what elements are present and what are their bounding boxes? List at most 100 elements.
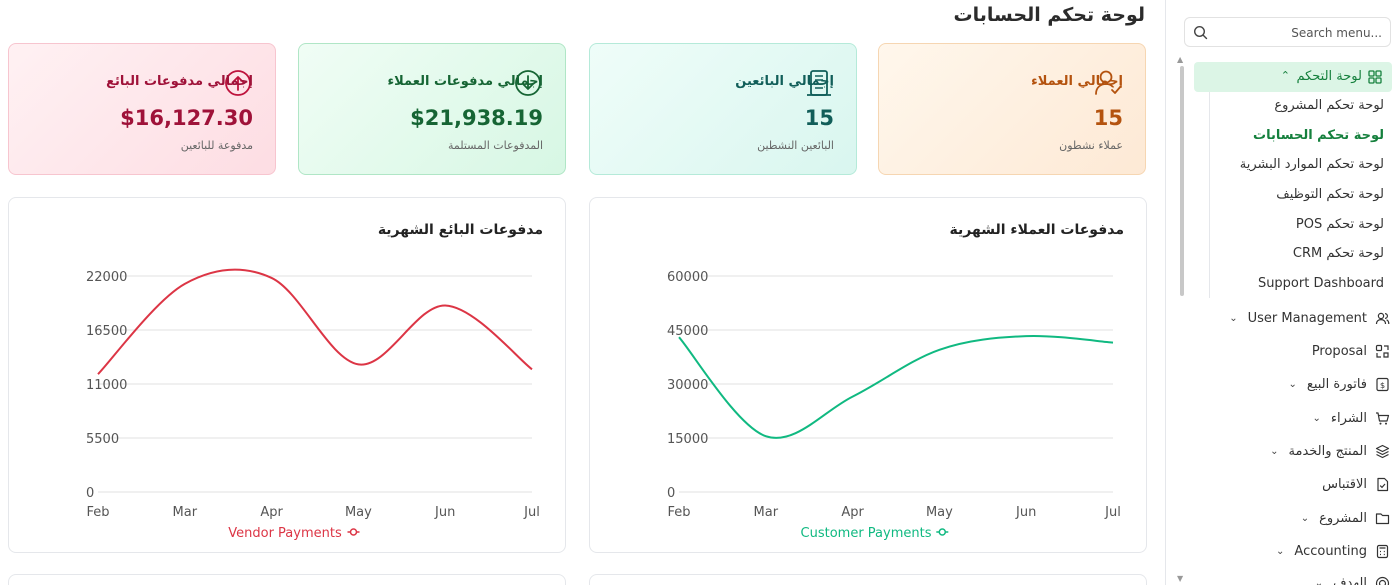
card-value: 15 <box>1093 106 1123 130</box>
sidebar: ▲ ▼ لوحة التحكم ⌃ لوحة تحكم المشروع لوحة… <box>1165 0 1400 585</box>
sidebar-item-label: Accounting <box>1294 543 1367 559</box>
x-tick-label: Mar <box>173 505 198 520</box>
sidebar-item-user-management[interactable]: User Management ⌄ <box>1229 307 1390 329</box>
card-title: إجمالي العملاء <box>1031 74 1123 89</box>
y-tick-label: 15000 <box>667 432 708 447</box>
sidebar-item-purchase[interactable]: الشراء ⌄ <box>1313 407 1390 429</box>
vendor-payments-chart: 0 5500 11000 16500 22000 Feb Mar Apr May Jun Jul Ve… <box>86 268 540 541</box>
y-tick-label: 0 <box>86 486 94 501</box>
card-total-vendor-payments: إجمالي مدفوعات البائع $16,127.30 مدفوعة … <box>8 43 276 175</box>
main-content: لوحة تحكم الحسابات إجمالي العملاء 15 عمل… <box>8 4 1147 585</box>
sidebar-item-goal[interactable]: الهدف ⌄ <box>1315 572 1390 585</box>
card-title: إجمالي مدفوعات العملاء <box>387 74 543 89</box>
cart-icon <box>1376 411 1390 425</box>
series-line <box>97 268 533 375</box>
search-icon <box>1193 25 1208 40</box>
card-total-vendors: إجمالي البائعين 15 البائعين النشطين <box>589 43 857 175</box>
vendor-payments-chart-panel: مدفوعات البائع الشهرية 0 5500 11000 16500 22… <box>8 197 566 553</box>
sidebar-subitem-crm-dashboard[interactable]: لوحة تحكم CRM <box>1292 246 1384 261</box>
sidebar-item-quotation[interactable]: الاقتباس <box>1322 473 1390 495</box>
svg-text:$: $ <box>1380 381 1385 390</box>
sidebar-item-product-service[interactable]: المنتج والخدمة ⌄ <box>1270 440 1390 462</box>
x-tick-label: Apr <box>260 505 283 520</box>
search-input[interactable] <box>1212 23 1382 43</box>
y-tick-label: 0 <box>667 486 675 501</box>
proposal-icon <box>1375 344 1389 358</box>
x-tick-label: Jun <box>1015 505 1036 520</box>
page-title: لوحة تحكم الحسابات <box>953 4 1145 26</box>
y-tick-label: 22000 <box>86 270 127 285</box>
chevron-down-icon: ⌄ <box>1229 312 1238 324</box>
x-tick-label: May <box>926 505 953 520</box>
target-icon <box>1375 576 1390 585</box>
legend-marker-dot <box>349 528 358 536</box>
card-total-customers: إجمالي العملاء 15 عملاء نشطون <box>878 43 1146 175</box>
sidebar-item-dashboard[interactable]: لوحة التحكم ⌃ <box>1194 62 1392 92</box>
scroll-up-arrow[interactable]: ▲ <box>1177 55 1184 64</box>
legend-label[interactable]: Vendor Payments <box>228 526 342 541</box>
legend-label[interactable]: Customer Payments <box>801 526 932 541</box>
sidebar-item-label: فاتورة البيع <box>1306 376 1367 392</box>
y-tick-label: 45000 <box>667 324 708 339</box>
y-tick-label: 16500 <box>86 324 127 339</box>
sidebar-item-label: الشراء <box>1330 410 1367 426</box>
sidebar-scrollbar[interactable] <box>1180 66 1184 296</box>
arrow-up-circle-icon <box>225 70 251 96</box>
y-tick-label: 5500 <box>86 432 119 447</box>
file-check-icon <box>1377 477 1389 491</box>
chevron-down-icon: ⌄ <box>1314 577 1324 585</box>
user-check-icon <box>1095 70 1122 95</box>
card-subtitle: البائعين النشطين <box>757 139 834 152</box>
customer-payments-chart: 0 15000 30000 45000 60000 Feb Mar Apr May Jun Jul C… <box>667 270 1121 541</box>
x-tick-label: May <box>345 505 372 520</box>
folder-icon <box>1375 512 1390 524</box>
chevron-down-icon: ⌄ <box>1312 412 1321 424</box>
x-tick-label: Jun <box>434 505 455 520</box>
chevron-down-icon: ⌄ <box>1300 512 1310 524</box>
card-subtitle: المدفوعات المستلمة <box>447 139 543 152</box>
card-total-customer-payments: إجمالي مدفوعات العملاء $21,938.19 المدفو… <box>298 43 566 175</box>
scroll-down-arrow[interactable]: ▼ <box>1177 574 1184 583</box>
x-tick-label: Jul <box>523 505 540 520</box>
sidebar-subitem-support-dashboard[interactable]: Support Dashboard <box>1257 276 1384 291</box>
sidebar-item-proposal[interactable]: Proposal <box>1312 340 1390 362</box>
chart-title: مدفوعات البائع الشهرية <box>377 222 543 238</box>
sidebar-item-accounting[interactable]: Accounting ⌄ <box>1276 540 1390 562</box>
x-tick-label: Feb <box>86 505 109 520</box>
users-icon <box>1375 312 1390 324</box>
card-title: إجمالي مدفوعات البائع <box>106 74 253 89</box>
layers-icon <box>1375 444 1390 458</box>
y-tick-label: 30000 <box>667 378 708 393</box>
card-value: 15 <box>804 106 834 130</box>
legend-marker-dot <box>938 528 947 536</box>
sidebar-subitem-pos-dashboard[interactable]: لوحة تحكم POS <box>1295 217 1384 232</box>
y-tick-label: 60000 <box>667 270 708 285</box>
y-tick-label: 11000 <box>86 378 127 393</box>
chevron-down-icon: ⌄ <box>1276 545 1285 557</box>
submenu-divider <box>1209 92 1210 298</box>
arrow-down-circle-icon <box>515 70 541 96</box>
chevron-up-icon: ⌃ <box>1280 69 1290 82</box>
calculator-icon <box>1376 544 1389 558</box>
sidebar-item-sales-invoice[interactable]: $ فاتورة البيع ⌄ <box>1289 373 1390 395</box>
chevron-down-icon: ⌄ <box>1288 378 1297 390</box>
chevron-down-icon: ⌄ <box>1270 445 1279 457</box>
chart-title: مدفوعات العملاء الشهرية <box>949 222 1124 238</box>
sidebar-subitem-recruitment-dashboard[interactable]: لوحة تحكم التوظيف <box>1276 187 1384 202</box>
sidebar-item-label: المشروع <box>1319 510 1367 526</box>
x-tick-label: Feb <box>667 505 690 520</box>
x-tick-label: Apr <box>841 505 864 520</box>
grid-icon <box>1368 70 1382 84</box>
sidebar-item-project[interactable]: المشروع ⌄ <box>1301 507 1390 529</box>
x-tick-label: Jul <box>1104 505 1121 520</box>
sidebar-item-label: Proposal <box>1311 343 1367 359</box>
sidebar-subitem-hr-dashboard[interactable]: لوحة تحكم الموارد البشرية <box>1239 157 1384 172</box>
sidebar-item-label: لوحة التحكم <box>1296 69 1362 84</box>
sidebar-subitem-project-dashboard[interactable]: لوحة تحكم المشروع <box>1274 98 1384 113</box>
sidebar-item-label: الاقتباس <box>1322 476 1367 492</box>
series-line <box>678 334 1114 439</box>
card-subtitle: عملاء نشطون <box>1059 139 1123 152</box>
sidebar-item-label: User Management <box>1247 310 1367 326</box>
search-box <box>1184 17 1391 47</box>
sidebar-subitem-accounts-dashboard[interactable]: لوحة تحكم الحسابات <box>1253 128 1384 143</box>
